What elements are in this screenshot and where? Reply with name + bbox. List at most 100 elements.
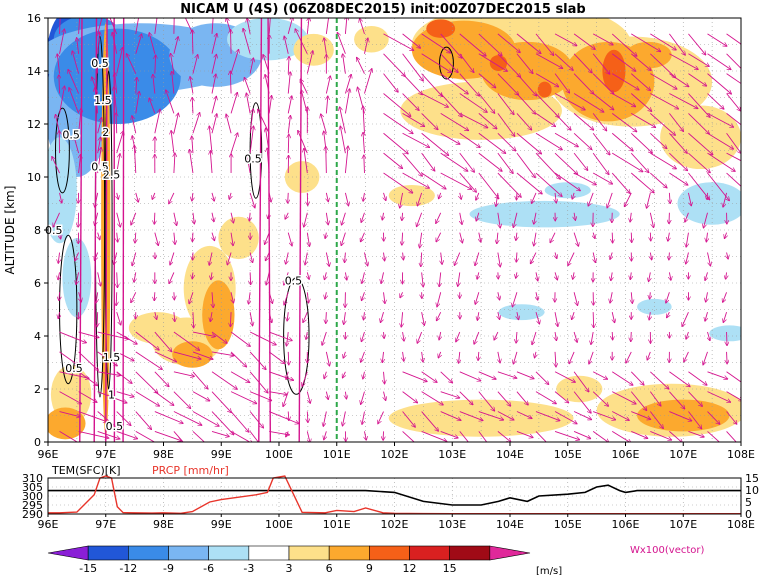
wind-vector <box>249 411 263 428</box>
wind-vector <box>154 351 177 362</box>
wind-vector <box>460 212 462 225</box>
colorbar-swatch <box>328 545 370 561</box>
wind-vector <box>421 33 451 53</box>
wind-vector <box>459 172 477 192</box>
wind-vector <box>303 311 308 322</box>
wind-vector <box>592 172 612 184</box>
wind-vector <box>326 96 327 114</box>
surface-left-tick-label: 305 <box>22 481 43 494</box>
wind-vector <box>78 18 81 34</box>
wind-vector <box>517 312 519 320</box>
surface-x-tick-label: 102E <box>381 518 409 531</box>
wind-vector <box>364 155 365 174</box>
wind-vector <box>173 391 191 409</box>
wind-vector <box>166 90 175 114</box>
x-tick-label: 102E <box>381 448 409 461</box>
wind-vector <box>287 18 293 35</box>
contour-line <box>283 277 310 395</box>
wind-vector <box>631 33 660 52</box>
x-tick-label: 99E <box>211 448 232 461</box>
wind-vector <box>97 18 103 35</box>
wind-vector <box>258 109 270 134</box>
wind-vector <box>231 232 233 246</box>
x-tick-label: 107E <box>669 448 697 461</box>
wind-vector <box>192 411 219 427</box>
wind-vector <box>345 391 346 399</box>
surface-x-tick-label: 105E <box>554 518 582 531</box>
wind-vector <box>307 292 308 303</box>
wind-vector <box>286 371 288 380</box>
wind-vector <box>306 391 310 404</box>
wind-vector <box>154 292 155 300</box>
wind-vector <box>630 172 654 193</box>
wind-vector <box>98 232 100 240</box>
wind-vector <box>421 411 439 432</box>
wind-vector <box>402 93 420 111</box>
surface-x-tick-label: 100E <box>265 518 293 531</box>
wind-vector <box>437 292 442 307</box>
wind-vector <box>650 152 676 169</box>
wind-vector <box>268 18 271 34</box>
colorbar-tick-label: 9 <box>366 562 373 575</box>
wind-vector <box>402 232 403 246</box>
wind-vector <box>135 331 159 350</box>
wind-vector <box>708 331 710 341</box>
wind-vector <box>268 95 271 114</box>
wind-vector <box>726 73 741 85</box>
wind-vector <box>688 53 709 67</box>
wind-vector <box>286 431 289 436</box>
wind-vector <box>357 57 365 74</box>
wind-vector <box>288 192 289 203</box>
wind-vector <box>459 112 488 127</box>
wind-vector <box>226 114 232 134</box>
colorbar-tick-label: -6 <box>203 562 214 575</box>
wind-vector <box>669 411 691 421</box>
wind-vector <box>474 331 480 344</box>
wind-vector <box>250 252 253 263</box>
wind-vector <box>612 312 614 323</box>
wind-vector <box>649 391 661 406</box>
wind-vector <box>57 54 60 74</box>
wind-vector <box>230 391 257 404</box>
wind-vector <box>688 391 702 407</box>
wind-vector <box>59 351 79 366</box>
wind-vector <box>209 252 213 266</box>
wind-vector <box>211 411 234 435</box>
wind-vector <box>287 312 288 321</box>
wind-vector <box>589 351 594 364</box>
contour-label: 0.5 <box>65 362 83 375</box>
x-tick-label: 108E <box>727 448 755 461</box>
wind-vector <box>383 33 414 50</box>
wind-vector <box>707 73 732 94</box>
wind-vector <box>269 331 292 341</box>
wind-vector <box>345 18 347 34</box>
wind-vector <box>230 411 249 433</box>
wind-vector <box>459 132 480 147</box>
wind-vector <box>650 53 675 78</box>
x-tick-label: 103E <box>438 448 466 461</box>
wind-vector <box>422 351 423 362</box>
colorbar-tick-label: -15 <box>79 562 97 575</box>
wind-vector <box>59 431 82 442</box>
wind-vector <box>439 272 441 286</box>
wind-vector <box>345 252 346 263</box>
wind-vector <box>516 371 534 379</box>
wind-vector <box>363 192 364 201</box>
wind-vector <box>630 53 651 71</box>
wind-blob <box>537 81 552 98</box>
wind-vector <box>402 431 415 442</box>
updraft-vector <box>93 18 98 442</box>
wind-vector <box>592 53 610 74</box>
wind-vector <box>135 18 139 34</box>
wind-vector <box>402 212 403 221</box>
wind-vector <box>58 252 59 264</box>
wind-vector <box>402 152 423 176</box>
wind-vector <box>211 272 212 279</box>
wind-vector <box>231 292 233 303</box>
wind-blob <box>469 200 620 228</box>
wind-vector <box>381 272 383 283</box>
wind-vector <box>569 351 575 364</box>
wind-vector <box>192 192 193 201</box>
wind-vector <box>326 391 328 400</box>
wind-vector <box>478 371 496 379</box>
